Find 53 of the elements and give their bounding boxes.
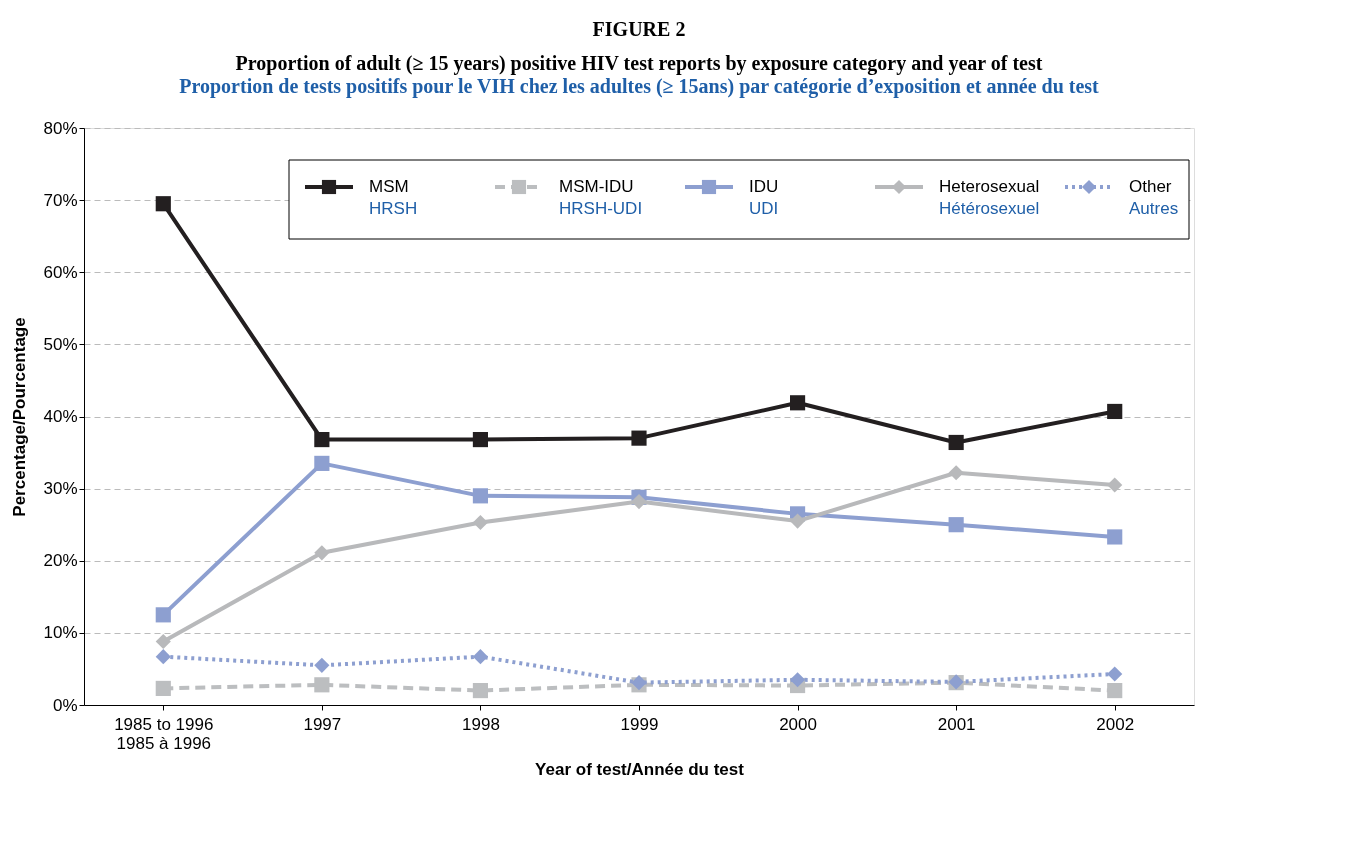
point: [472, 514, 489, 531]
point: [1107, 666, 1123, 682]
y-tick-label: 50%: [43, 334, 78, 354]
point: [472, 682, 489, 699]
y-tick-label: 0%: [52, 695, 78, 715]
y-tick-label: 30%: [43, 479, 78, 499]
x-tick-label: 2001: [937, 714, 976, 734]
point: [789, 395, 806, 411]
point: [472, 432, 489, 448]
point: [948, 434, 964, 451]
point: [1107, 682, 1123, 699]
y-tick-label: 40%: [43, 407, 78, 426]
legend-label: Heterosexual Hétérosexuel: [939, 177, 1040, 218]
legend-label: Other Autres: [1129, 177, 1179, 218]
x-tick-label: 2002: [1096, 714, 1135, 734]
legend-label: MSM HRSH: [369, 177, 418, 218]
point: [1107, 529, 1123, 545]
y-tick-label: 60%: [43, 262, 78, 282]
point: [472, 649, 489, 665]
point: [472, 488, 489, 504]
point: [948, 465, 964, 481]
point: [314, 677, 330, 693]
x-tick-label: 2000: [779, 714, 817, 734]
point: [631, 494, 647, 510]
point: [948, 517, 964, 533]
y-tick-label: 70%: [43, 190, 78, 210]
point: [155, 196, 171, 212]
point: [1107, 477, 1123, 493]
y-tick-label: 20%: [43, 551, 78, 571]
x-tick-label: 1999: [620, 714, 659, 734]
point: [789, 672, 806, 688]
point: [1107, 403, 1123, 420]
point: [314, 545, 330, 561]
point: [155, 680, 171, 696]
point: [314, 455, 330, 471]
point: [789, 513, 806, 529]
chart-title: FIGURE 2 Proportion of adult (≥ 15 years) positive HIV test reports by exposure category and year of test: [235, 18, 1043, 75]
point: [155, 633, 171, 650]
point: [314, 657, 330, 673]
legend-label: MSM-IDU HRSH-UDI: [559, 177, 643, 218]
y-tick-label: 10%: [43, 623, 78, 643]
point: [314, 432, 330, 448]
point: [155, 607, 171, 623]
x-axis-title: Year of test/Année du test: [535, 759, 745, 779]
y-axis-title: Percentage/Pourcentage: [10, 317, 30, 517]
point: [155, 649, 171, 665]
legend-label: IDU UDI: [749, 177, 779, 218]
point: [631, 430, 647, 446]
x-tick-label: 1985 to 1996 1985 à 1996: [114, 714, 214, 753]
x-tick-label: 1997: [303, 714, 342, 734]
chart-subtitle: Proportion de tests positifs pour le VIH chez les adultes (≥ 15ans) par catégorie d’exposition et année du test: [179, 75, 1100, 98]
y-tick-label: 80%: [43, 118, 78, 138]
x-tick-label: 1998: [462, 714, 500, 734]
